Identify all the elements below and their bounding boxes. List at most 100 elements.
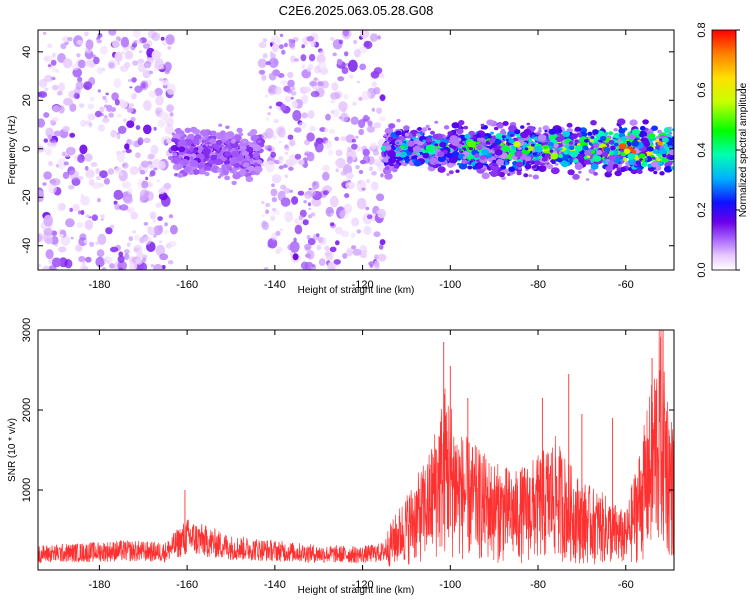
spectrogram-cell [668, 126, 672, 130]
spectrogram-cell [77, 76, 83, 83]
spectrogram-cell [616, 167, 622, 172]
spectrogram-cell [175, 127, 182, 133]
spectrogram-cell [411, 155, 416, 160]
spectrogram-cell [172, 157, 182, 165]
spectrogram-cell [317, 81, 324, 87]
spectrogram-cell [199, 129, 209, 137]
spectrogram-cell [214, 158, 223, 166]
spectrogram-cell [371, 171, 377, 176]
spectrogram-cell [517, 146, 522, 151]
spectrogram-cell [590, 163, 599, 170]
spectrogram-cell [129, 86, 133, 89]
spectrogram-cell [467, 140, 476, 148]
spectrogram-cell [294, 153, 302, 160]
spectrogram-cell [160, 36, 165, 41]
spectrogram-cell [267, 112, 271, 116]
spectrogram-cell [135, 125, 141, 130]
spectrogram-cell [265, 117, 270, 121]
spectrogram-cell [224, 151, 232, 158]
spectrogram-cell [310, 40, 316, 48]
spectrogram-cell [68, 184, 75, 190]
spectrogram-cell [159, 253, 169, 261]
spectrogram-cell [149, 173, 154, 177]
spectrogram-cell [117, 125, 127, 134]
spectrogram-cell [668, 132, 673, 135]
spectrogram-cell [141, 180, 149, 189]
spectrogram-cell [163, 229, 169, 235]
spectrogram-cell [257, 58, 267, 68]
spectrogram-cell [262, 38, 268, 43]
spectrogram-cell [310, 90, 320, 98]
spectrogram-cell [84, 165, 89, 171]
spectrogram-cell [270, 151, 277, 158]
snr-x-ticks: -180 -160 -140 -120 -100 -80 -60 [88, 330, 634, 591]
spectrogram-cell [623, 148, 631, 154]
spectrogram-cell [379, 155, 383, 161]
spectrogram-cell [314, 141, 324, 153]
spectrogram-cell [225, 125, 230, 129]
spectrogram-cell [378, 244, 384, 250]
spectrogram-cell [526, 145, 534, 152]
spectrogram-cell [120, 36, 130, 48]
spectrogram-cell [119, 100, 128, 109]
spectrogram-cell [246, 146, 254, 153]
spectrogram-cell [351, 143, 358, 150]
spectrogram-cell [341, 66, 349, 74]
spectrogram-cell [373, 87, 381, 95]
spectrogram-cell [568, 145, 575, 151]
spectrogram-cell [90, 162, 98, 167]
spectrogram-cell [508, 166, 516, 172]
spectrogram-cell [215, 139, 223, 145]
spectrogram-cell [568, 158, 575, 163]
spectrogram-cell [147, 160, 153, 165]
spectrogram-cell [294, 218, 299, 224]
spectrogram-cell [574, 145, 583, 152]
spectrogram-cell [351, 138, 357, 143]
x-tick-label: -140 [264, 579, 286, 591]
spectrogram-cell [603, 146, 611, 153]
spectrogram-cell [413, 160, 422, 167]
spectrogram-cell [110, 129, 117, 138]
spectrogram-cell [309, 80, 317, 87]
spectrogram-cell [355, 135, 359, 139]
spectrogram-cell [178, 146, 186, 153]
spectrogram-cell [668, 149, 674, 156]
spectrogram-cell [551, 160, 556, 165]
spectrogram-cell [133, 244, 143, 254]
spectrogram-cell [247, 165, 255, 172]
spectrogram-cell [167, 46, 172, 50]
spectrogram-cell [284, 95, 291, 103]
spectrogram-cell [168, 214, 174, 219]
spectrogram-cell [305, 194, 311, 200]
spectrogram-cell [508, 138, 515, 144]
spectrogram-cell [480, 137, 484, 140]
spectrogram-cell [534, 145, 543, 153]
spectrogram-cell [306, 235, 311, 240]
spectrogram-cell [437, 166, 446, 173]
spectrogram-cell [51, 84, 59, 91]
spectrogram-cell [330, 99, 336, 104]
spectrogram-cell [44, 74, 53, 83]
spectrogram-cell [573, 158, 579, 163]
spectrogram-cell [332, 108, 340, 118]
spectrogram-cell [638, 153, 646, 159]
spectrogram-cell [172, 152, 178, 157]
spectrogram-cell [117, 255, 125, 263]
spectrogram-cell [59, 234, 64, 238]
spectrogram-cell [352, 101, 357, 106]
spectrogram-cell [668, 145, 673, 149]
spectrogram-cell [80, 210, 85, 215]
spectrogram-cell [456, 128, 464, 134]
spectrogram-cell [377, 253, 387, 262]
spectrogram-cell [627, 153, 636, 160]
spectrogram-cell [220, 130, 226, 135]
spectrogram-cell [648, 133, 656, 139]
spectrogram-cell [265, 160, 275, 173]
spectrogram-cell [590, 150, 596, 154]
spectrogram-cell [376, 193, 385, 202]
spectrogram-cell [95, 256, 105, 268]
spectrogram-cell [501, 128, 505, 132]
spectrogram-cell [550, 167, 560, 175]
spectrogram-cell [85, 39, 94, 50]
spectrogram-cell [118, 251, 124, 257]
